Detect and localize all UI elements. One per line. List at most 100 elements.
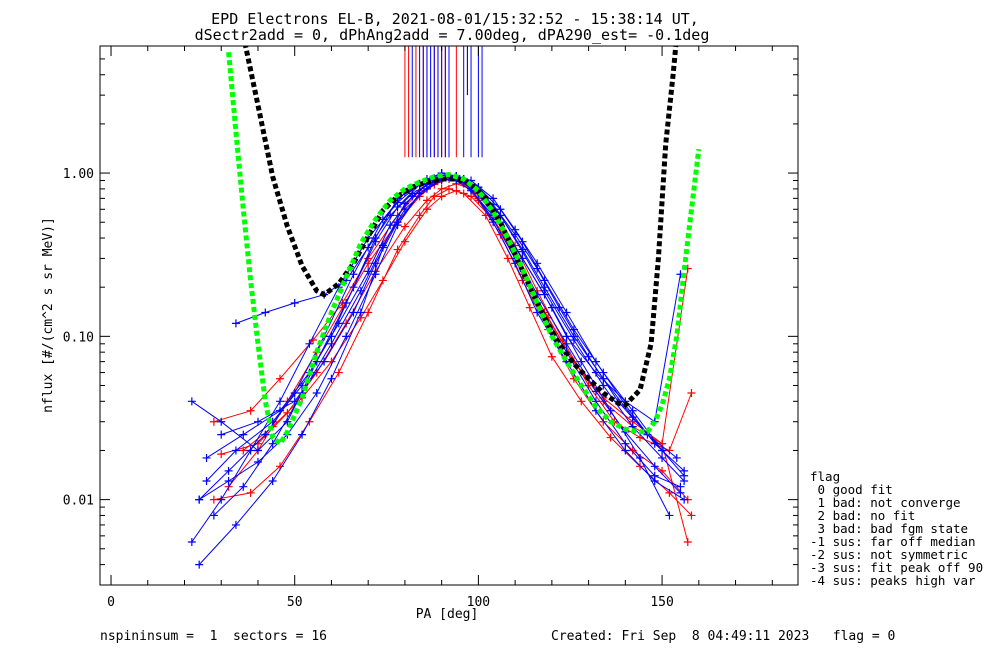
legend-item: -3 sus: fit peak off 90 [810,560,983,575]
data-point [268,477,277,486]
data-point [187,538,196,547]
legend-item: 0 good fit [810,482,893,497]
chart-subtitle: dSectr2add = 0, dPhAng2add = 7.00deg, dP… [195,26,710,44]
data-point [371,259,380,268]
data-point [577,357,586,366]
data-point [430,192,439,201]
fit-curve-black [243,46,679,408]
data-point [268,439,277,448]
data-point [683,538,692,547]
footer-right: Created: Fri Sep 8 04:49:11 2023 flag = … [551,629,895,644]
data-point [445,184,453,193]
data-point [687,511,696,520]
data-point [217,430,226,439]
data-point [217,450,226,459]
data-point [400,237,409,246]
data-point [437,192,446,201]
data-point [312,388,321,397]
data-point [518,247,527,256]
data-point [599,374,608,383]
data-point [246,406,255,415]
data-point [202,453,211,462]
data-point [437,184,446,193]
data-point [606,433,615,442]
data-point [599,381,608,390]
data-point [246,446,255,455]
series-line [191,172,685,501]
data-point [489,194,498,203]
data-point [371,270,380,279]
legend-item: 2 bad: no fit [810,508,915,523]
data-point [239,430,248,439]
data-point [415,189,424,198]
legend: flag 0 good fit 1 bad: not converge 2 ba… [810,469,983,588]
data-point [599,417,608,426]
data-point [422,196,431,205]
data-point [349,283,358,292]
data-point [621,439,630,448]
x-tick-label: 150 [650,595,673,610]
data-point [680,477,689,486]
data-point [231,520,240,529]
x-axis-label: PA [deg] [416,607,479,622]
data-point [253,439,262,448]
legend-item: -1 sus: far off median [810,534,976,549]
data-point [378,276,387,285]
data-point [253,417,262,426]
x-tick-label: 100 [467,595,490,610]
data-point [327,339,336,348]
data-point [298,430,307,439]
y-axis-label: nflux [#/(cm^2 s sr MeV)] [41,217,56,413]
data-point [253,457,262,466]
data-point [393,221,402,230]
data-point [231,446,240,455]
data-point [290,388,299,397]
data-point [680,495,689,504]
data-point [334,368,343,377]
data-point [187,397,196,406]
data-point [209,417,218,426]
data-point [246,488,255,497]
data-point [400,222,409,231]
data-point [224,477,233,486]
plot-frame [99,45,799,586]
axis-tick-layer: 0 50 100 150 1.00 0.10 0.01 [63,45,798,610]
data-point [356,308,365,317]
data-point [364,267,373,276]
fit-curve-green [226,51,702,448]
legend-item: -4 sus: peaks high var [810,573,976,588]
series-line [213,176,689,543]
series-line [198,175,685,501]
data-point [533,259,542,268]
y-tick-label: 0.10 [63,330,94,345]
data-point [195,495,204,504]
legend-heading: flag [810,469,840,484]
data-point [364,243,373,252]
data-point [676,488,685,497]
data-point [209,495,218,504]
data-point [276,374,285,383]
data-point [540,286,549,295]
data-point [290,397,299,406]
data-point [658,453,667,462]
data-point [305,339,314,348]
data-point [342,332,351,341]
data-point [342,319,351,328]
series-line [213,188,692,516]
data-point [239,446,248,455]
data-point [386,221,395,230]
pa-tick-layer [404,46,483,158]
data-point [606,406,615,415]
series-line [242,190,689,451]
data-point [525,303,534,312]
data-point [511,225,520,234]
data-point [349,308,358,317]
data-point [217,417,226,426]
data-point [547,352,556,361]
series-line [206,176,663,482]
data-point [217,495,226,504]
data-point [569,335,578,344]
data-point [650,439,659,448]
legend-item: -2 sus: not symmetric [810,547,968,562]
